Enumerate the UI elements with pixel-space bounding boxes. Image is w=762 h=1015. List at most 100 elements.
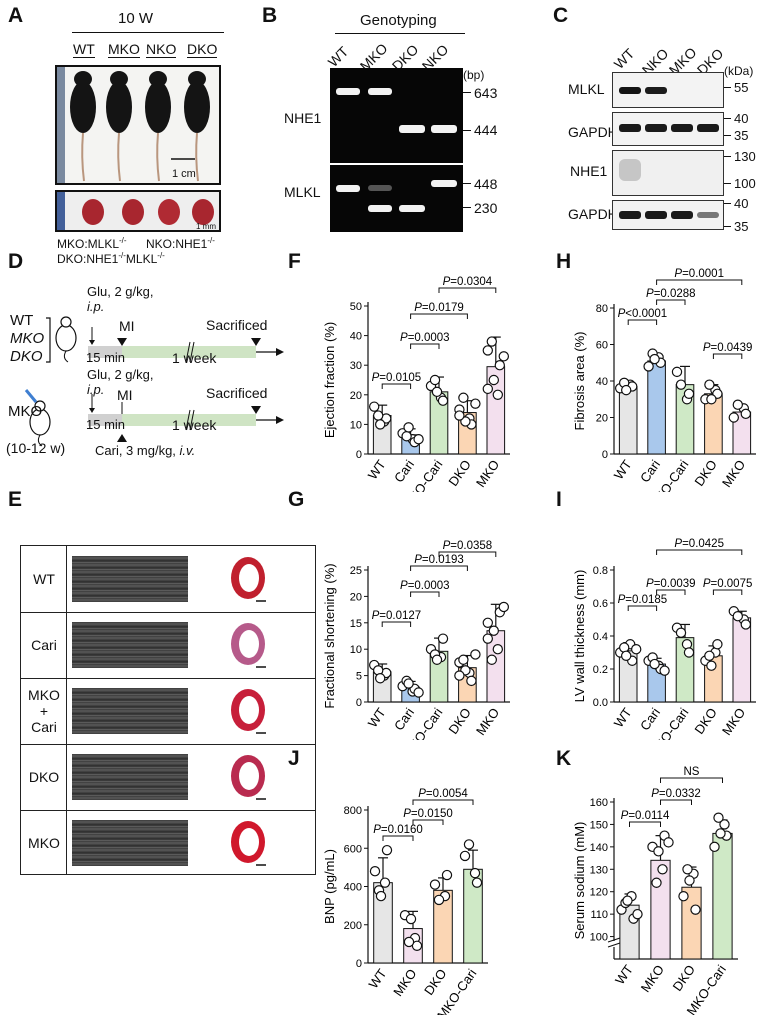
data-point (482, 383, 493, 395)
data-point (649, 658, 660, 670)
genotype-mko: MKO (108, 41, 140, 58)
data-point (369, 865, 381, 877)
p-value-label: P=0.0304 (443, 276, 493, 288)
genotype-dko: DKO (187, 41, 218, 58)
marker-130: 130 (734, 149, 756, 164)
data-point (715, 828, 726, 839)
data-point (498, 351, 509, 362)
p-value-label: P=0.0054 (418, 788, 468, 800)
data-point (375, 673, 386, 684)
data-point (651, 877, 662, 888)
data-point (492, 389, 503, 401)
comparison-bracket (412, 819, 444, 825)
blot-tick (724, 183, 731, 184)
y-tick-label: 140 (590, 842, 608, 854)
y-tick-label: 0.4 (593, 631, 608, 643)
blot-label-gapdh-1: GAPDH (568, 124, 618, 140)
blot-label-nhe1: NHE1 (570, 163, 608, 179)
data-point (732, 399, 743, 410)
data-point (653, 846, 664, 857)
data-point (470, 398, 481, 409)
y-tick-label: 25 (350, 565, 362, 577)
size-643: 643 (474, 85, 498, 101)
data-point (719, 819, 730, 830)
tick-230 (463, 207, 471, 208)
data-point (704, 379, 715, 390)
panel-label-g: G (288, 488, 305, 511)
echo-row-label: WT (33, 571, 55, 587)
data-point (486, 654, 497, 665)
p-value-label: P=0.0179 (414, 302, 464, 314)
p-value-label: P=0.0332 (651, 788, 701, 800)
p-value-label: P=0.0003 (400, 580, 450, 592)
y-tick-label: 40 (596, 376, 608, 388)
comparison-bracket (410, 565, 468, 571)
comparison-bracket (381, 621, 412, 627)
marker-40b: 40 (734, 196, 749, 211)
data-point (630, 643, 642, 655)
x-tick-label: DKO (691, 705, 719, 737)
blot-tick (724, 135, 731, 136)
panel-label-i: I (556, 488, 562, 511)
y-tick-label: 0 (356, 697, 362, 709)
data-point (431, 654, 443, 665)
data-point (649, 353, 660, 365)
data-point (675, 627, 687, 638)
gel-nhe1 (330, 68, 463, 163)
y-tick-label: 0.2 (593, 664, 608, 676)
comparison-bracket (410, 591, 440, 597)
gel1-label: NHE1 (284, 110, 322, 126)
mice-illustration (57, 67, 210, 183)
data-point (712, 639, 723, 650)
x-tick-label: Cari (637, 457, 663, 485)
data-point (375, 419, 386, 430)
tick-444 (463, 130, 471, 131)
x-tick-label: DKO (670, 962, 698, 994)
y-tick-label: 20 (350, 591, 362, 603)
data-point (671, 366, 683, 378)
data-point (621, 650, 632, 662)
x-tick-label: WT (611, 705, 635, 730)
band-mlkl-nko (431, 180, 457, 187)
comparison-bracket (438, 287, 497, 293)
p-value-label: P=0.0075 (703, 578, 753, 590)
blot-unit: (kDa) (724, 64, 754, 78)
y-tick-label: 15 (350, 618, 362, 630)
echo-row-label: MKO (28, 835, 60, 851)
panel-label-b: B (262, 4, 278, 27)
data-point (482, 345, 493, 356)
blot-band (645, 211, 667, 219)
panel-label-c: C (553, 4, 569, 27)
y-tick-label: 10 (350, 419, 362, 431)
heart-scale-label: 1 mm (196, 222, 216, 231)
data-point (466, 675, 477, 687)
band-nhe1-nko (431, 125, 457, 133)
mouse-icon-2 (24, 389, 51, 447)
p-value-label: P=0.0160 (373, 824, 423, 836)
blot-band (619, 211, 641, 219)
blot-band (645, 124, 667, 132)
y-axis-label: Fibrosis area (%) (572, 332, 587, 431)
data-point (486, 336, 497, 347)
bar-wt (618, 385, 638, 455)
data-point (458, 392, 469, 403)
band-mlkl-mko-high (368, 185, 392, 191)
band-mlkl-wt-high (336, 185, 360, 192)
group2-mko: MKO (8, 403, 43, 420)
y-axis-label: Fractional shortening (%) (322, 563, 337, 708)
heart-section-image (231, 623, 266, 668)
data-point (659, 665, 670, 676)
band-mlkl-dko (399, 205, 425, 212)
mouse-photo (55, 65, 221, 185)
y-tick-label: 110 (590, 909, 608, 921)
y-tick-label: 0.6 (593, 598, 608, 610)
blot-band (697, 212, 719, 218)
y-tick-label: 40 (350, 331, 362, 343)
y-tick-label: 0 (356, 449, 362, 461)
p-value-label: P=0.0114 (621, 810, 670, 822)
comparison-bracket (410, 343, 440, 349)
time-1week-2: 1 week (172, 417, 217, 433)
age-range: (10-12 w) (6, 440, 66, 456)
blot-band (671, 211, 693, 219)
timeline-diagram (24, 316, 284, 447)
